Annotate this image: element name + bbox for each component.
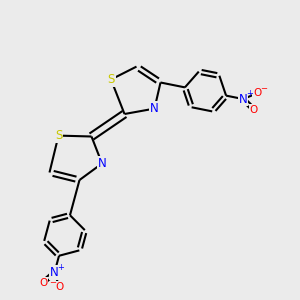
Text: N: N [150,102,159,115]
Text: −: − [260,84,267,93]
Text: N: N [239,92,248,106]
Text: N: N [98,157,106,170]
Text: −: − [49,278,56,286]
Text: +: + [246,89,253,98]
Text: O: O [39,278,47,287]
Text: O: O [253,88,261,98]
Text: S: S [107,73,115,86]
Text: O: O [250,105,258,115]
Text: S: S [55,129,62,142]
Text: N: N [50,266,59,279]
Text: O: O [55,282,63,292]
Text: +: + [57,263,64,272]
